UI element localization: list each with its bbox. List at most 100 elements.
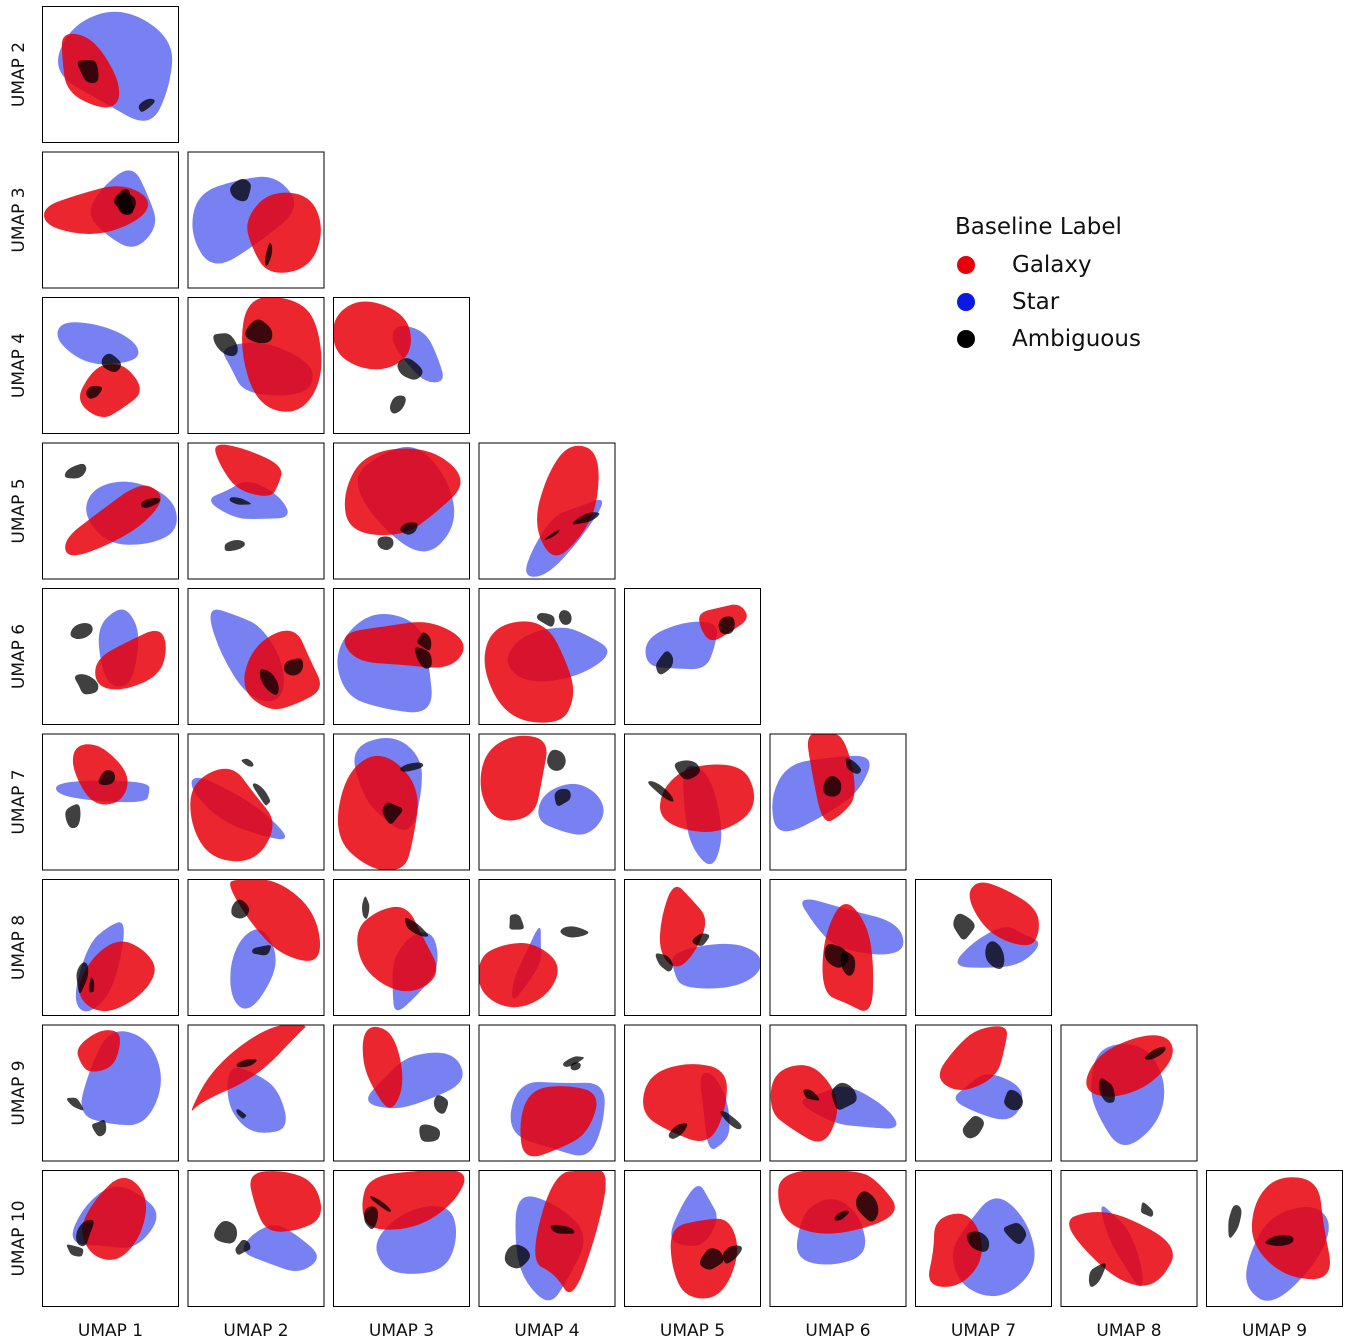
ambiguous-cloud [414,647,432,669]
panel-frame [42,1024,179,1162]
panel-6-10 [769,1170,907,1307]
legend-item-star: Star [955,283,1141,320]
panel-2-3 [187,151,325,289]
star-cloud [538,783,604,835]
panel-5-10 [624,1170,761,1307]
ambiguous-cloud [236,1059,257,1068]
ambiguous-cloud [98,769,115,786]
col-label: UMAP 1 [78,1321,143,1341]
ambiguous-cloud [803,1089,820,1101]
ambiguous-cloud [370,1195,392,1212]
panel-2-6 [187,588,325,725]
legend-item-galaxy: Galaxy [955,246,1141,283]
ambiguous-cloud [361,896,370,919]
ambiguous-cloud [656,651,674,675]
ambiguous-cloud [720,1111,742,1130]
panel-frame [915,1170,1052,1307]
col-label: UMAP 9 [1242,1321,1307,1341]
panel-3-5 [333,442,470,580]
row-label: UMAP 2 [9,42,29,107]
ambiguous-cloud [65,804,81,829]
ambiguous-cloud [364,1206,379,1230]
legend-label-star: Star [1012,288,1060,315]
panel-3-6 [333,588,470,725]
ambiguous-cloud [1265,1235,1294,1247]
ambiguous-cloud [962,1116,984,1139]
panel-frame [187,588,325,725]
ambiguous-cloud [265,243,273,267]
legend-label-ambiguous: Ambiguous [1012,325,1141,352]
ambiguous-cloud [389,395,406,414]
ambiguous-cloud [1003,1223,1027,1245]
ambiguous-cloud [231,899,250,919]
panel-frame [769,733,907,871]
star-cloud [57,322,139,365]
galaxy-cloud [244,630,320,710]
ambiguous-cloud [558,610,572,625]
panel-frame [478,733,616,871]
galaxy-cloud [1069,1211,1173,1286]
galaxy-cloud [1251,1177,1330,1280]
panel-5-9 [624,1024,761,1162]
ambiguous-cloud [834,1210,849,1221]
panel-frame [42,1170,179,1307]
panel-frame [478,442,616,580]
panel-6-7 [769,733,907,871]
ambiguous-cloud [101,353,122,372]
panel-2-8 [187,879,325,1016]
galaxy-cloud [939,1026,1008,1090]
galaxy-cloud [230,879,321,961]
panel-4-10 [478,1170,616,1307]
ambiguous-cloud [668,1123,688,1139]
panel-frame [624,1170,761,1307]
ambiguous-cloud [550,1224,575,1234]
panel-1-9 [42,1024,179,1162]
panel-frame [624,1024,761,1162]
ambiguous-cloud [397,358,423,380]
legend-item-ambiguous: Ambiguous [955,320,1141,357]
panel-frame [333,879,470,1016]
panel-1-6 [42,588,179,725]
panel-6-8 [769,879,907,1016]
ambiguous-cloud [433,1095,449,1114]
col-label: UMAP 2 [223,1321,288,1341]
legend: Baseline Label Galaxy Star Ambiguous [955,214,1141,357]
ambiguous-cloud [674,760,700,780]
ambiguous-cloud [138,98,155,112]
panel-4-5 [478,442,616,580]
galaxy-cloud [659,886,706,967]
panel-1-5 [42,442,179,580]
ambiguous-cloud [1088,1263,1106,1287]
galaxy-cloud [77,1030,120,1072]
panel-frame [187,442,325,580]
panel-frame [769,1024,907,1162]
galaxy-cloud [643,1064,727,1141]
ambiguous-marker-icon [957,329,975,348]
row-label: UMAP 8 [9,915,29,980]
row-label: UMAP 7 [9,769,29,834]
col-label: UMAP 3 [369,1321,434,1341]
panel-4-9 [478,1024,616,1162]
ambiguous-cloud [230,178,251,202]
panel-frame [42,442,179,580]
ambiguous-cloud [76,1219,94,1247]
galaxy-cloud [357,906,437,992]
panel-4-8 [478,879,616,1016]
ambiguous-cloud [509,914,524,930]
ambiguous-cloud [554,788,571,806]
panel-5-8 [624,879,761,1016]
galaxy-cloud [1086,1035,1173,1097]
ambiguous-cloud [572,512,600,525]
panel-6-9 [769,1024,907,1162]
star-cloud [243,1225,317,1272]
panel-frame [333,1024,470,1162]
galaxy-cloud [95,630,166,690]
ambiguous-cloud [236,1109,247,1119]
panel-frame [478,588,616,725]
panel-2-4 [187,297,325,434]
panel-frame [478,879,616,1016]
panel-8-10 [1060,1170,1198,1307]
ambiguous-cloud [64,463,87,479]
ambiguous-cloud [655,953,673,972]
